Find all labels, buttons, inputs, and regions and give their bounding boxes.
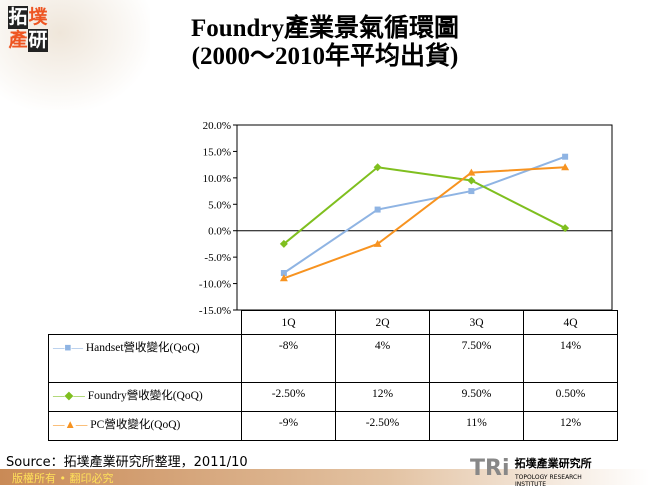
legend-entry: —■— Handset營收變化(QoQ) bbox=[48, 334, 242, 383]
data-point bbox=[373, 239, 382, 247]
plot-area bbox=[236, 124, 613, 311]
data-label: -8% bbox=[241, 334, 336, 383]
series-line-1 bbox=[283, 166, 566, 245]
title-line-2: (2000～2010年平均出貨) bbox=[191, 43, 459, 70]
legend-entry: —◆— Foundry營收變化(QoQ) bbox=[48, 382, 242, 412]
x-tick-label: 2Q bbox=[335, 310, 430, 335]
data-point bbox=[279, 274, 288, 282]
logo: 拓墣產研 bbox=[8, 6, 48, 52]
data-label: 12% bbox=[523, 411, 618, 441]
legend-entry: —▲— PC營收變化(QoQ) bbox=[48, 411, 242, 441]
data-label: 14% bbox=[523, 334, 618, 383]
series-line-2 bbox=[283, 166, 566, 280]
x-tick-label: 3Q bbox=[429, 310, 524, 335]
y-tick-label: 5.0% bbox=[208, 199, 231, 211]
y-tick-label: 15.0% bbox=[203, 146, 231, 158]
series-line-0 bbox=[283, 155, 566, 274]
x-tick-label: 4Q bbox=[523, 310, 618, 335]
data-point bbox=[561, 224, 570, 233]
copyright: 版權所有 • 翻印必究 bbox=[12, 472, 114, 485]
data-table: 1Q 2Q 3Q 4Q —■— Handset營收變化(QoQ) -8% 4% 7.50% 14… bbox=[48, 310, 618, 441]
data-label: -9% bbox=[241, 411, 336, 441]
data-label: 7.50% bbox=[429, 334, 524, 383]
data-point bbox=[467, 176, 476, 185]
data-label: 9.50% bbox=[429, 382, 524, 412]
data-label: 11% bbox=[429, 411, 524, 441]
x-tick-label: 1Q bbox=[241, 310, 336, 335]
y-tick-label: -10.0% bbox=[199, 279, 231, 291]
y-tick-label: 10.0% bbox=[203, 173, 231, 185]
data-point bbox=[279, 239, 288, 248]
data-point bbox=[374, 206, 381, 213]
data-point bbox=[280, 270, 287, 276]
y-tick-label: 20.0% bbox=[203, 120, 231, 132]
footer-bar bbox=[0, 469, 650, 485]
data-label: -2.50% bbox=[335, 411, 430, 441]
data-label: 12% bbox=[335, 382, 430, 412]
data-point bbox=[562, 153, 569, 160]
data-label: -2.50% bbox=[241, 382, 336, 412]
data-point bbox=[468, 188, 475, 195]
title-line-1: Foundry產業景氣循環圖 bbox=[190, 15, 460, 42]
data-point bbox=[373, 163, 382, 172]
source-note: Source：拓墣產業研究所整理，2011/10 bbox=[6, 455, 248, 470]
data-point bbox=[467, 168, 476, 176]
data-point bbox=[561, 163, 570, 171]
y-tick-label: -5.0% bbox=[204, 252, 231, 264]
data-label: 4% bbox=[335, 334, 430, 383]
tri-logo: TRi 拓墣產業研究所 TOPOLOGY RESEARCH INSTITUTE bbox=[470, 456, 592, 488]
data-label: 0.50% bbox=[523, 382, 618, 412]
y-tick-label: 0.0% bbox=[208, 226, 231, 238]
